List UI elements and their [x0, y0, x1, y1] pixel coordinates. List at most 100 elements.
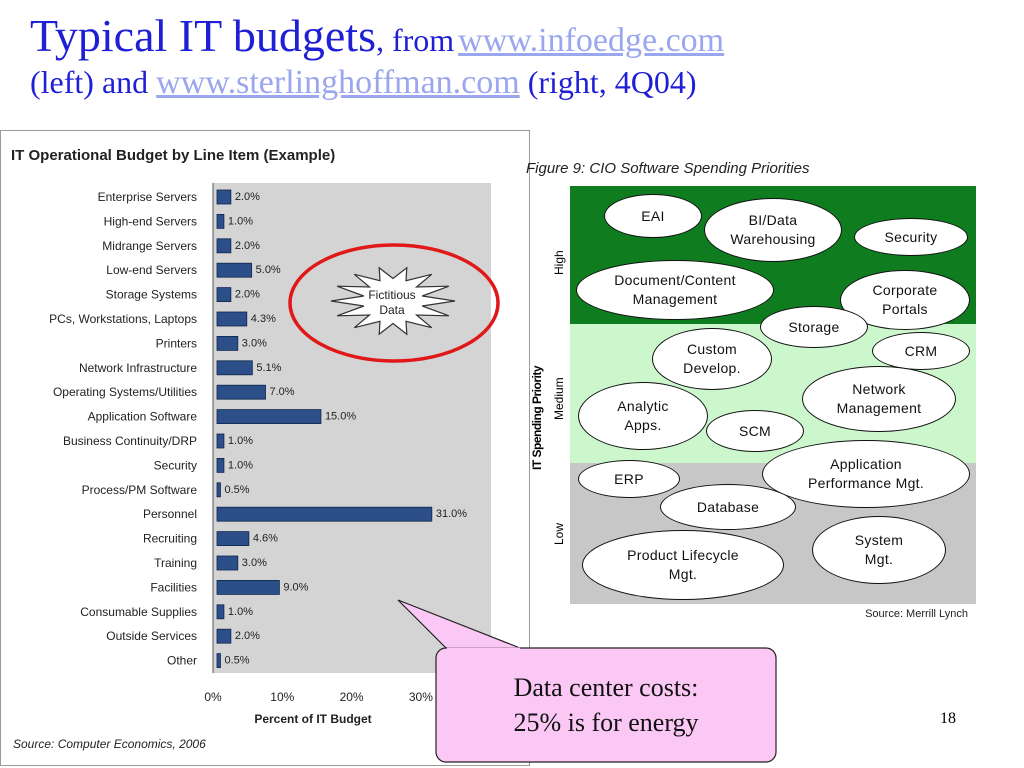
value-label: 5.1% [256, 362, 281, 374]
category-label: Network Infrastructure [79, 361, 197, 375]
value-label: 1.0% [228, 435, 253, 447]
value-label: 0.5% [224, 484, 249, 496]
category-label: Operating Systems/Utilities [53, 385, 197, 399]
value-label: 2.0% [235, 240, 260, 252]
bar [216, 579, 280, 595]
title-from: , from [375, 22, 455, 58]
page-number: 18 [940, 710, 956, 727]
bar-chart-title: IT Operational Budget by Line Item (Exam… [11, 147, 336, 164]
value-label: 3.0% [242, 337, 267, 349]
band-label-medium: Medium [552, 377, 566, 420]
value-label: 2.0% [235, 630, 260, 642]
link-sterlinghoffman[interactable]: www.sterlinghoffman.com [156, 64, 520, 102]
x-tick-label: 0% [204, 690, 222, 704]
oval-crm: CRM [872, 332, 970, 370]
value-label: 0.5% [224, 655, 249, 667]
value-label: 1.0% [228, 215, 253, 227]
x-tick-label: 20% [340, 690, 364, 704]
x-axis-title: Percent of IT Budget [254, 712, 371, 726]
title-left-note: (left) and [30, 64, 149, 101]
callout-text: Data center costs: 25% is for energy [513, 673, 699, 738]
oval-analytic-apps: Analytic Apps. [578, 382, 708, 450]
value-label: 4.3% [251, 313, 276, 325]
category-label: High-end Servers [104, 214, 197, 228]
category-label: Storage Systems [106, 288, 197, 302]
x-tick-label: 10% [270, 690, 294, 704]
bar [216, 384, 266, 400]
matrix-source: Source: Merrill Lynch [865, 608, 968, 620]
oval-network-management: Network Management [802, 366, 956, 432]
bar [216, 214, 225, 229]
category-label: Low-end Servers [106, 263, 197, 277]
priority-matrix: EAI BI/Data Warehousing Security Documen… [570, 186, 976, 604]
category-label: Enterprise Servers [98, 190, 197, 204]
category-label: Process/PM Software [82, 483, 198, 497]
bar [216, 335, 239, 351]
value-label: 9.0% [283, 581, 308, 593]
category-label: Training [154, 556, 197, 570]
value-label: 2.0% [235, 191, 260, 203]
bar [216, 311, 248, 327]
category-label: Printers [156, 336, 197, 350]
oval-scm: SCM [706, 410, 804, 452]
oval-bi-data-warehousing: BI/Data Warehousing [704, 198, 842, 262]
bar [216, 653, 221, 668]
oval-database: Database [660, 484, 796, 530]
link-infoedge[interactable]: www.infoedge.com [458, 22, 725, 59]
oval-custom-develop: Custom Develop. [652, 328, 772, 390]
value-label: 5.0% [256, 264, 281, 276]
bar [216, 604, 225, 620]
value-label: 7.0% [270, 386, 295, 398]
bar [216, 457, 225, 473]
oval-system-mgt: System Mgt. [812, 516, 946, 584]
value-label: 15.0% [325, 411, 356, 423]
red-highlight-oval [288, 243, 500, 363]
band-label-low: Low [552, 522, 566, 545]
category-label: Other [167, 654, 197, 668]
oval-document-content: Document/Content Management [576, 260, 774, 320]
bar [216, 262, 253, 278]
value-label: 31.0% [436, 508, 467, 520]
burst-label: Fictitious Data [368, 288, 416, 317]
left-chart-panel: IT Operational Budget by Line Item (Exam… [0, 130, 530, 766]
category-label: Application Software [88, 410, 198, 424]
category-label: Security [154, 458, 197, 472]
value-label: 1.0% [228, 606, 253, 618]
oval-security: Security [854, 218, 968, 256]
bar [216, 287, 232, 303]
bar [216, 189, 232, 205]
value-label: 1.0% [228, 459, 253, 471]
matrix-y-axis-title: IT Spending Priority [530, 365, 544, 470]
bar [216, 506, 433, 522]
title-right-note: (right, 4Q04) [527, 64, 697, 101]
bar [216, 482, 221, 498]
category-label: PCs, Workstations, Laptops [49, 312, 197, 326]
category-label: Personnel [143, 507, 197, 521]
category-label: Recruiting [143, 532, 197, 546]
oval-storage: Storage [760, 306, 868, 348]
category-label: Facilities [150, 580, 197, 594]
matrix-title: Figure 9: CIO Software Spending Prioriti… [526, 160, 810, 177]
bar-chart-svg: Enterprise Servers 2.0% High-end Servers 1.… [49, 183, 491, 726]
category-label: Consumable Supplies [80, 605, 197, 619]
bar [216, 360, 253, 376]
category-label: Business Continuity/DRP [63, 434, 197, 448]
callout-pointer [397, 599, 521, 649]
slide-title: Typical IT budgets, from www.infoedge.co… [30, 8, 1010, 104]
value-label: 3.0% [242, 557, 267, 569]
category-label: Midrange Servers [102, 239, 197, 253]
oval-product-lifecycle: Product Lifecycle Mgt. [582, 530, 784, 600]
bar [216, 433, 225, 449]
starburst-shape [330, 266, 456, 336]
bar [216, 555, 239, 571]
bar [216, 409, 322, 425]
oval-application-performance: Application Performance Mgt. [762, 440, 970, 508]
oval-erp: ERP [578, 460, 680, 498]
bar-chart-source: Source: Computer Economics, 2006 [13, 737, 206, 751]
value-label: 4.6% [253, 533, 278, 545]
bar [216, 238, 232, 254]
bar [216, 628, 232, 644]
bar [216, 531, 250, 547]
oval-eai: EAI [604, 194, 702, 238]
